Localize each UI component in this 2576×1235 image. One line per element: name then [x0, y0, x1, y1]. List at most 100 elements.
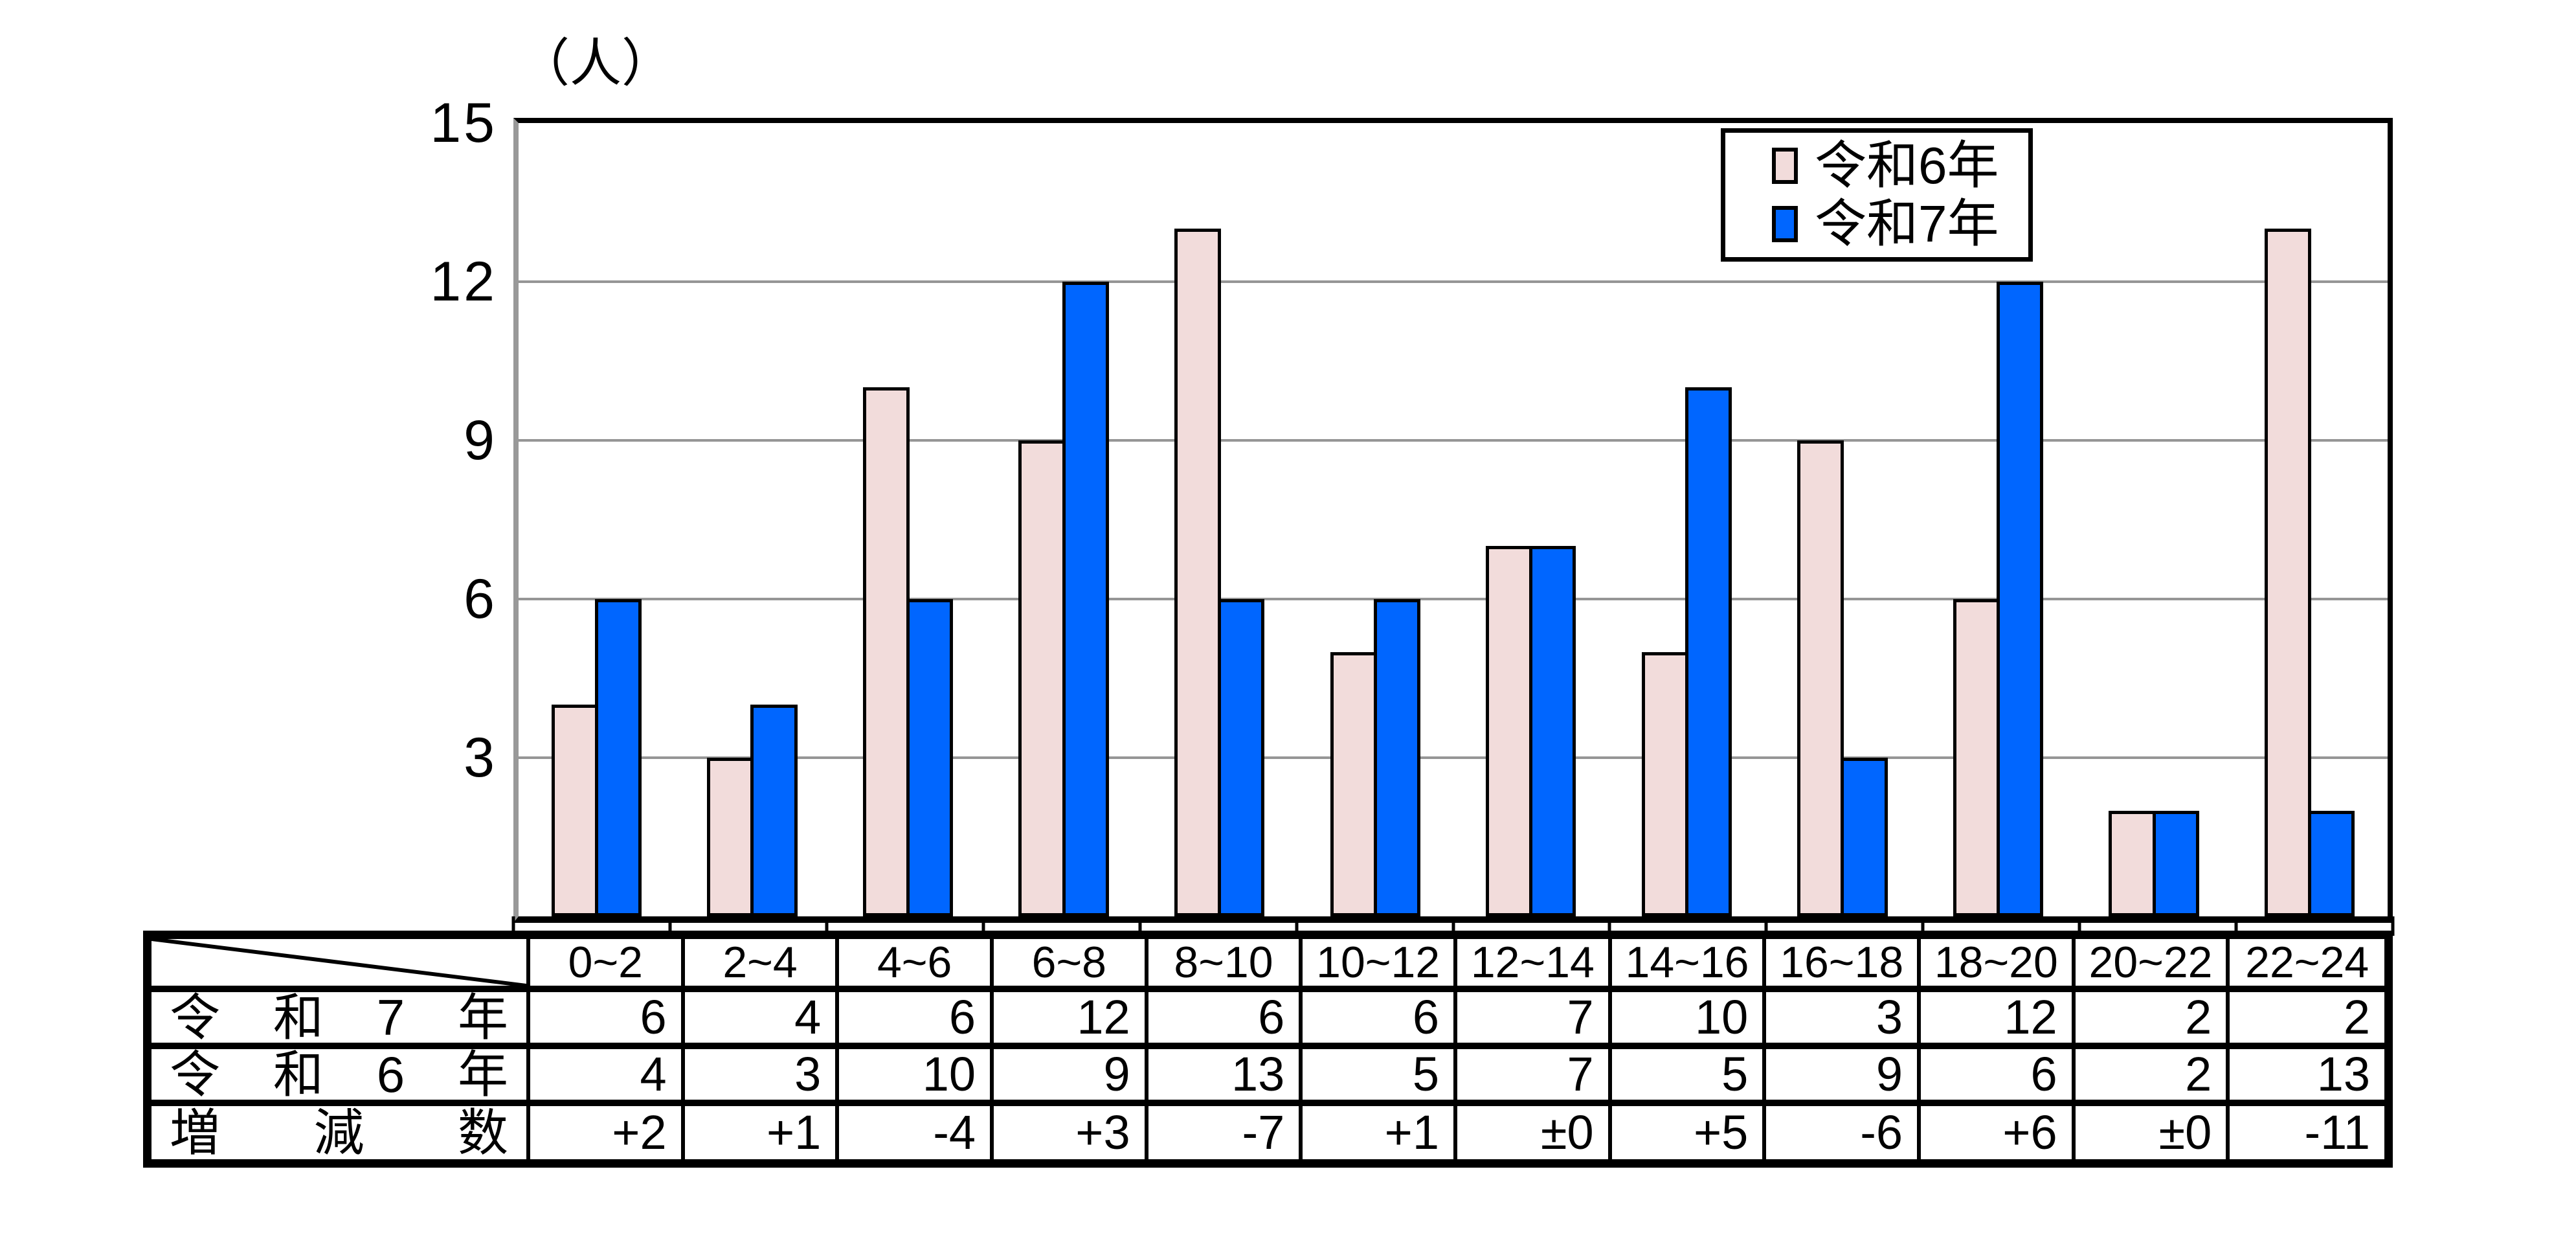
legend-swatch-reiwa7-icon [1772, 206, 1798, 243]
row-label-char: 6 [376, 1046, 405, 1103]
bar-reiwa6-4-6 [862, 387, 910, 916]
table-value-r2-c1: +1 [685, 1106, 840, 1159]
legend-label: 令和7年 [1815, 195, 1999, 253]
x-axis-tick-2 [825, 916, 829, 936]
table-value-r1-c4: 13 [1148, 1049, 1303, 1106]
bar-reiwa6-6-8 [1018, 440, 1066, 916]
table-value-r1-c7: 5 [1611, 1049, 1767, 1106]
bar-reiwa6-10-12 [1330, 651, 1377, 916]
bar-reiwa7-18-20 [1996, 282, 2044, 916]
table-value-r0-c2: 6 [839, 992, 994, 1049]
bar-reiwa7-6-8 [1062, 282, 1109, 916]
y-axis-tick-labels: 15 12 9 6 3 [272, 95, 497, 916]
table-value-r2-c11: -11 [2304, 1105, 2370, 1159]
table-value-r0-c5: 6 [1303, 992, 1457, 1049]
row-label-char: 和 [273, 1046, 324, 1103]
bar-reiwa7-12-14 [1529, 546, 1576, 916]
bar-group-20-22 [2076, 123, 2232, 916]
table-header-16-18: 16~18 [1766, 939, 1921, 992]
table-value-r1-c11: 13 [2230, 1049, 2384, 1106]
table-header-22-24: 22~24 [2230, 939, 2384, 992]
bar-reiwa7-22-24 [2308, 810, 2355, 916]
table-value-r0-c3: 12 [994, 992, 1148, 1049]
table-value-r0-c10: 2 [2075, 992, 2230, 1049]
gridline-12 [519, 280, 2388, 283]
bar-reiwa6-12-14 [1486, 546, 1533, 916]
y-axis-tick-label-3: 3 [464, 727, 497, 789]
gridline-6 [519, 598, 2388, 600]
x-axis-tick-11 [2234, 916, 2238, 936]
bar-group-18-20 [1920, 123, 2076, 916]
y-axis-tick-label-15: 15 [430, 92, 497, 154]
bar-reiwa7-14-16 [1685, 387, 1732, 916]
table-value-r2-c5: +1 [1303, 1106, 1457, 1159]
table-value-r1-c8: 9 [1766, 1049, 1921, 1106]
y-axis-tick-label-6: 6 [464, 568, 497, 630]
bar-reiwa6-20-22 [2109, 810, 2156, 916]
x-axis-tick-3 [981, 916, 985, 936]
bar-group-6-8 [986, 123, 1142, 916]
bar-reiwa7-2-4 [750, 705, 798, 916]
data-table: 0~2 2~4 4~6 6~8 8~10 10~12 12~14 14~16 16~18 18~2… [143, 931, 2393, 1168]
row-label-char: 令 [170, 1046, 221, 1103]
bar-reiwa6-8-10 [1174, 229, 1222, 916]
x-axis-tick-4 [1138, 916, 1142, 936]
bar-group-4-6 [830, 123, 986, 916]
table-value-r1-c9: 6 [1921, 1049, 2076, 1106]
table-row-label-2: 増減数 [151, 1106, 530, 1159]
row-label-char: 7 [376, 989, 405, 1046]
table-header-10-12: 10~12 [1303, 939, 1457, 992]
x-axis-tick-1 [668, 916, 672, 936]
x-axis-tick-12 [2391, 916, 2395, 936]
table-value-r0-c7: 10 [1611, 992, 1767, 1049]
table-corner-cell [151, 939, 530, 992]
bar-groups [519, 123, 2388, 916]
table-value-r0-c8: 3 [1766, 992, 1921, 1049]
bar-reiwa6-22-24 [2264, 229, 2312, 916]
x-axis-tick-5 [1295, 916, 1299, 936]
table-value-r2-c9: +6 [1921, 1106, 2076, 1159]
row-label-char: 年 [457, 1046, 508, 1103]
gridline-3 [519, 756, 2388, 759]
x-axis-tick-0 [511, 916, 515, 936]
table-value-r2-c2: -4 [839, 1106, 994, 1159]
table-value-r2-c7: +5 [1612, 1106, 1767, 1159]
table-value-r0-c1: 4 [684, 992, 840, 1049]
table-value-r0-c11: 2 [2230, 992, 2384, 1049]
row-label-char: 減 [313, 1104, 364, 1161]
table-value-r1-c0: 4 [530, 1049, 685, 1106]
table-value-r1-c5: 5 [1303, 1049, 1457, 1106]
legend-item-reiwa6: 令和6年 [1772, 139, 2028, 192]
corner-diagonal-line [151, 939, 526, 986]
table-value-r1-c10: 2 [2075, 1049, 2230, 1106]
bar-group-2-4 [675, 123, 831, 916]
bar-group-14-16 [1609, 123, 1765, 916]
x-axis-ticks [511, 916, 2395, 936]
x-axis-tick-6 [1451, 916, 1455, 936]
x-axis-tick-9 [1921, 916, 1925, 936]
table-header-20-22: 20~22 [2075, 939, 2230, 992]
bar-group-10-12 [1297, 123, 1453, 916]
table-header-18-20: 18~20 [1921, 939, 2076, 992]
x-axis-tick-7 [1607, 916, 1611, 936]
bar-reiwa6-14-16 [1641, 651, 1688, 916]
bar-reiwa7-20-22 [2152, 810, 2199, 916]
bar-reiwa6-18-20 [1953, 599, 2000, 916]
table-value-r0-c0: 6 [530, 992, 685, 1049]
table-header-0-2: 0~2 [530, 939, 685, 992]
table-value-r2-c8: -6 [1766, 1106, 1921, 1159]
bar-group-12-14 [1453, 123, 1609, 916]
plot-area [513, 118, 2393, 923]
row-label-char: 令 [170, 989, 221, 1046]
legend-swatch-reiwa6-icon [1772, 147, 1798, 184]
table-header-8-10: 8~10 [1148, 939, 1303, 992]
row-label-char: 年 [457, 989, 508, 1046]
table-value-r1-c3: 9 [994, 1049, 1148, 1106]
plot-inner [519, 123, 2388, 916]
bar-group-22-24 [2232, 123, 2388, 916]
table-header-14-16: 14~16 [1611, 939, 1767, 992]
legend-item-reiwa7: 令和7年 [1772, 198, 2028, 250]
table-value-r0-c9: 12 [1921, 992, 2076, 1049]
